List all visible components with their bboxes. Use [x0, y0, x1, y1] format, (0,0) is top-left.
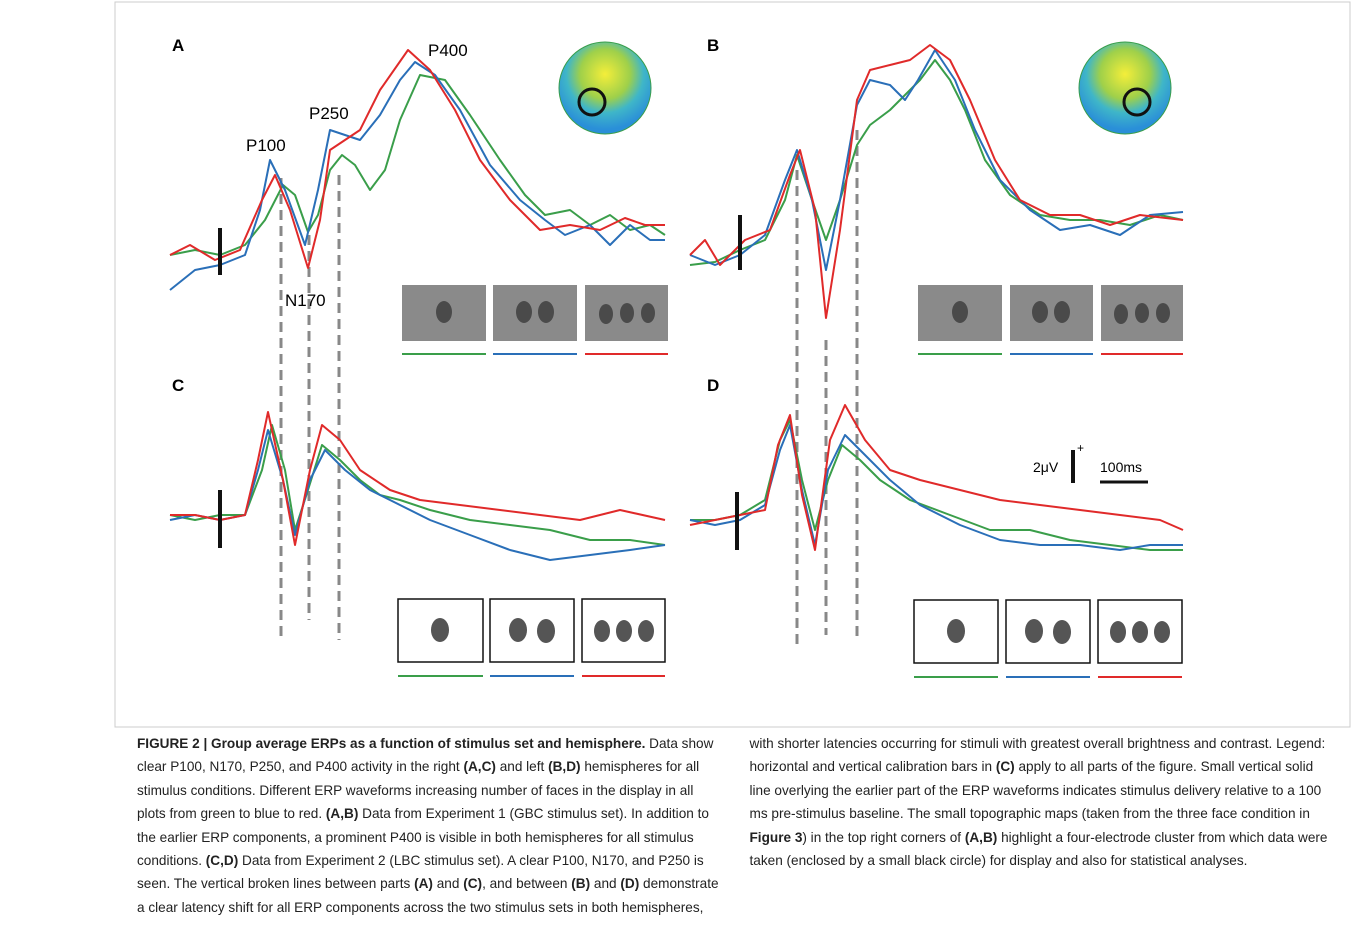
caption-text: (A,B) [325, 806, 359, 822]
time-label: 100ms [1100, 459, 1142, 475]
stimulus-bars [218, 215, 742, 550]
caption-text: ) in the top right corners of [802, 829, 965, 845]
caption-text: and [590, 876, 621, 892]
caption-text: (B) [571, 876, 591, 892]
panel-label: A [172, 36, 184, 55]
caption-text: Data from Experiment 2 (LBC stimulus set… [137, 853, 704, 892]
dashed-lines [279, 130, 859, 650]
caption-text: highlight a four-electrode cluster from … [749, 829, 1328, 869]
caption-text: (B,D) [548, 759, 581, 775]
waveforms [169, 44, 1184, 561]
caption-text: demonstrate a clear latency shift for al… [137, 736, 1326, 915]
component-label: P100 [246, 136, 286, 155]
stimulus-thumbnails [397, 285, 1183, 678]
panel-label: D [707, 376, 719, 395]
caption-text: FIGURE 2 | Group average ERPs as a funct… [137, 736, 646, 751]
caption-text: (A) [414, 876, 433, 892]
component-label: P250 [309, 104, 349, 123]
caption-text: Data show clear P100, N170, P250, and P4… [137, 736, 714, 775]
polarity-label: + [1077, 441, 1084, 455]
panel-label: C [172, 376, 184, 395]
caption-text: hemispheres for all stimulus conditions.… [137, 759, 700, 822]
caption-text: apply to all parts of the figure. Small … [749, 759, 1322, 822]
caption: FIGURE 2 | Group average ERPs as a funct… [137, 732, 1332, 932]
component-label: N170 [285, 291, 326, 310]
topomaps [558, 41, 1172, 135]
amplitude-label: 2μV [1033, 459, 1059, 475]
panel-label: B [707, 36, 719, 55]
caption-text: Figure 3 [749, 829, 803, 845]
caption-text: (C,D) [205, 853, 239, 869]
caption-text: Data from Experiment 1 (GBC stimulus set… [137, 806, 709, 869]
caption-text: and left [495, 759, 549, 775]
caption-text: (C) [995, 759, 1015, 775]
component-label: P400 [428, 41, 468, 60]
caption-text: (D) [620, 876, 640, 892]
caption-text: , and between [482, 876, 572, 892]
calibration: 2μV + 100ms [1033, 441, 1148, 484]
caption-text: (C) [463, 876, 483, 892]
caption-text: (A,B) [964, 829, 998, 845]
figure-frame [114, 1, 1351, 728]
caption-text: (A,C) [463, 759, 496, 775]
caption-text: and [432, 876, 464, 892]
figure: A B C D P100 N170 P250 P400 2μV + 100ms [114, 1, 1351, 728]
